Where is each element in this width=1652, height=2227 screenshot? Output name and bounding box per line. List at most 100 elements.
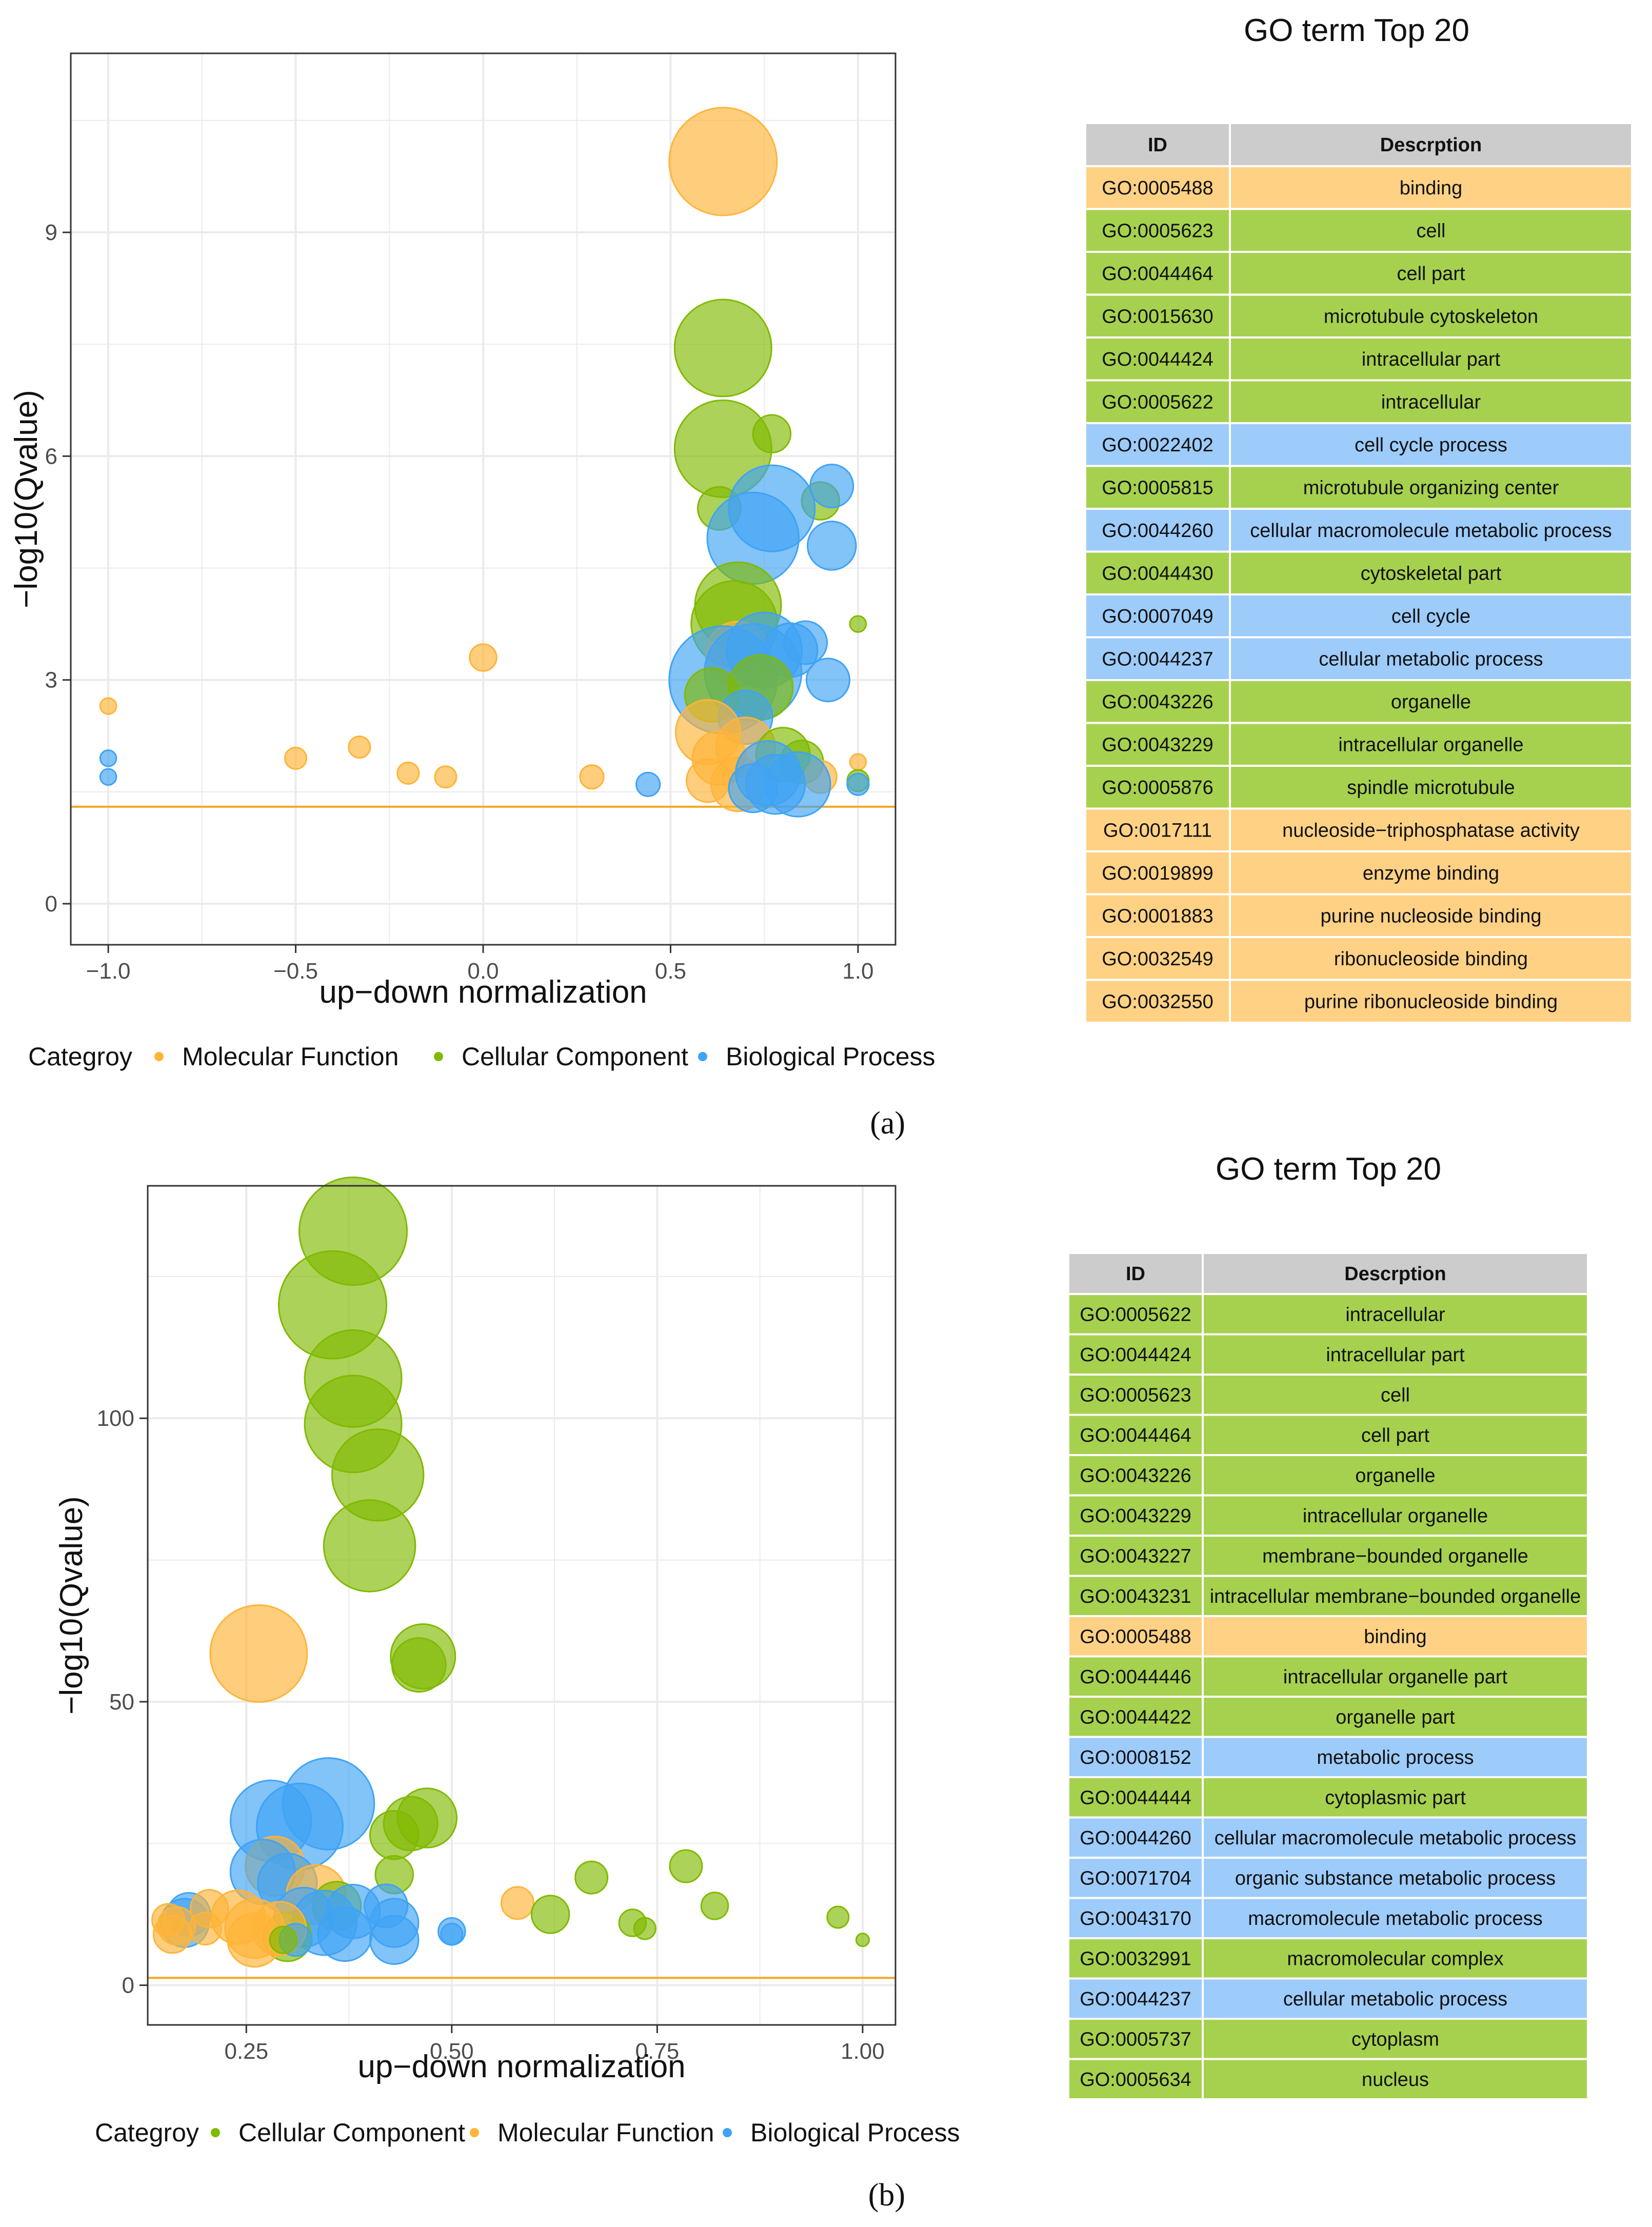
- table-cell-id-bg: [1069, 1818, 1202, 1857]
- table-cell-desc: purine nucleoside binding: [1321, 905, 1542, 927]
- table-cell-id: GO:0043229: [1102, 734, 1213, 755]
- table-cell-id: GO:0005622: [1080, 1304, 1191, 1325]
- table-cell-id: GO:0044237: [1102, 648, 1213, 670]
- x-tick-label: −0.5: [273, 959, 318, 984]
- table-header-desc: Descrption: [1344, 1263, 1446, 1285]
- table-cell-desc: enzyme binding: [1363, 863, 1499, 884]
- data-point: [369, 1810, 420, 1860]
- table-cell-desc: cytoplasmic part: [1325, 1787, 1466, 1808]
- y-tick-label: 9: [45, 220, 57, 245]
- table-cell-id: GO:0044424: [1102, 349, 1213, 370]
- table-cell-desc-bg: [1231, 424, 1631, 465]
- data-point: [209, 1604, 308, 1703]
- table-cell-id-bg: [1069, 1456, 1202, 1495]
- table-cell-id-bg: [1069, 1778, 1202, 1817]
- table-cell-desc: cell: [1416, 220, 1445, 242]
- data-point: [269, 1925, 298, 1954]
- table-cell-id: GO:0022402: [1102, 434, 1213, 456]
- y-tick-label: 0: [122, 1973, 134, 1998]
- table-cell-desc-bg: [1231, 724, 1631, 765]
- table-cell-id-bg: [1086, 809, 1229, 850]
- table-cell-id-bg: [1086, 295, 1229, 336]
- table-cell-id-bg: [1069, 1738, 1202, 1776]
- table-cell-id: GO:0044464: [1102, 263, 1213, 285]
- table-cell-id-bg: [1086, 938, 1229, 979]
- data-point: [500, 1886, 534, 1920]
- table-cell-desc-bg: [1231, 938, 1631, 979]
- table-cell-desc-bg: [1231, 295, 1631, 336]
- table-header-id: ID: [1148, 134, 1167, 156]
- y-tick-label: 50: [109, 1689, 134, 1715]
- data-point: [284, 746, 308, 770]
- table-cell-id: GO:0032549: [1102, 948, 1213, 970]
- legend-key: [211, 2128, 220, 2137]
- table-cell-id-bg: [1086, 724, 1229, 765]
- y-axis-title: −log10(Qvalue): [9, 390, 44, 608]
- panel-a: −1.0 −0.5 0.0 0.5 1.0 0 3 6 9 up−down normalizati…: [9, 13, 1631, 1141]
- table-cell-desc-bg: [1204, 1738, 1587, 1776]
- data-point: [855, 1933, 870, 1947]
- data-point: [805, 658, 850, 703]
- legend-label: Biological Process: [750, 2118, 960, 2147]
- table-cell-desc-bg: [1204, 1376, 1587, 1414]
- data-point: [826, 1905, 850, 1929]
- table-cell-id: GO:0043226: [1080, 1465, 1191, 1486]
- table-cell-desc-bg: [1204, 1617, 1587, 1656]
- table-cell-desc-bg: [1204, 1335, 1587, 1374]
- table-cell-desc-bg: [1231, 681, 1631, 722]
- table-cell-id: GO:0032991: [1080, 1948, 1191, 1970]
- table-cell-id: GO:0001883: [1102, 905, 1213, 927]
- table-cell-id-bg: [1069, 1537, 1202, 1575]
- legend-key: [470, 2128, 479, 2137]
- data-point: [396, 761, 420, 785]
- table-cell-desc-bg: [1204, 2020, 1587, 2058]
- table-header-cell: [1069, 1254, 1202, 1293]
- data-point: [849, 615, 867, 633]
- table-cell-id: GO:0005488: [1102, 177, 1213, 199]
- table-cell-id-bg: [1069, 2060, 1202, 2098]
- table-cell-desc: spindle microtubule: [1347, 777, 1515, 799]
- table-cell-desc: organelle: [1355, 1465, 1435, 1486]
- table-cell-id-bg: [1086, 167, 1229, 208]
- table-cell-id-bg: [1086, 210, 1229, 251]
- x-tick-label: 0.25: [224, 2039, 268, 2064]
- data-point: [633, 1917, 656, 1940]
- data-point: [152, 1914, 192, 1954]
- table-cell-id: GO:0032550: [1102, 991, 1213, 1012]
- table-cell-desc: metabolic process: [1317, 1747, 1474, 1768]
- data-point: [635, 771, 661, 797]
- data-point: [469, 643, 497, 672]
- table-cell-id-bg: [1069, 1335, 1202, 1374]
- table-cell-desc: cell: [1381, 1384, 1410, 1406]
- table-cell-desc-bg: [1204, 1456, 1587, 1495]
- table-cell-id-bg: [1086, 595, 1229, 637]
- table-cell-id-bg: [1086, 381, 1229, 422]
- table-cell-desc-bg: [1204, 1537, 1587, 1575]
- table-cell-id: GO:0044444: [1080, 1787, 1191, 1808]
- table-cell-desc: macromolecular complex: [1287, 1948, 1503, 1970]
- table-cell-desc: cellular macromolecule metabolic process: [1250, 520, 1611, 542]
- legend-key: [434, 1052, 443, 1061]
- table-cell-id: GO:0005634: [1080, 2069, 1191, 2091]
- table-cell-id-bg: [1069, 1416, 1202, 1454]
- data-point: [574, 1860, 609, 1895]
- x-tick-label: 1.0: [842, 959, 873, 984]
- table-cell-id: GO:0043227: [1080, 1545, 1191, 1567]
- table-cell-desc-bg: [1204, 2060, 1587, 2098]
- data-point: [391, 1637, 447, 1693]
- data-point: [317, 1906, 373, 1962]
- table-cell-desc: binding: [1400, 177, 1463, 199]
- legend-key: [698, 1052, 707, 1061]
- table-cell-desc-bg: [1231, 467, 1631, 508]
- table-cell-desc: organelle: [1391, 691, 1471, 713]
- x-tick-label: 0.75: [635, 2039, 680, 2064]
- legend-label: Biological Process: [726, 1042, 936, 1071]
- table-cell-id-bg: [1086, 767, 1229, 808]
- table-cell-desc: cellular metabolic process: [1319, 648, 1543, 670]
- table-cell-desc: binding: [1364, 1626, 1427, 1647]
- table-cell-desc: cytoskeletal part: [1361, 563, 1502, 584]
- data-point: [530, 1895, 570, 1934]
- legend-title: Categroy: [28, 1042, 132, 1071]
- table-cell-desc: organelle part: [1336, 1706, 1455, 1728]
- table-cell-desc: macromolecule metabolic process: [1248, 1908, 1542, 1930]
